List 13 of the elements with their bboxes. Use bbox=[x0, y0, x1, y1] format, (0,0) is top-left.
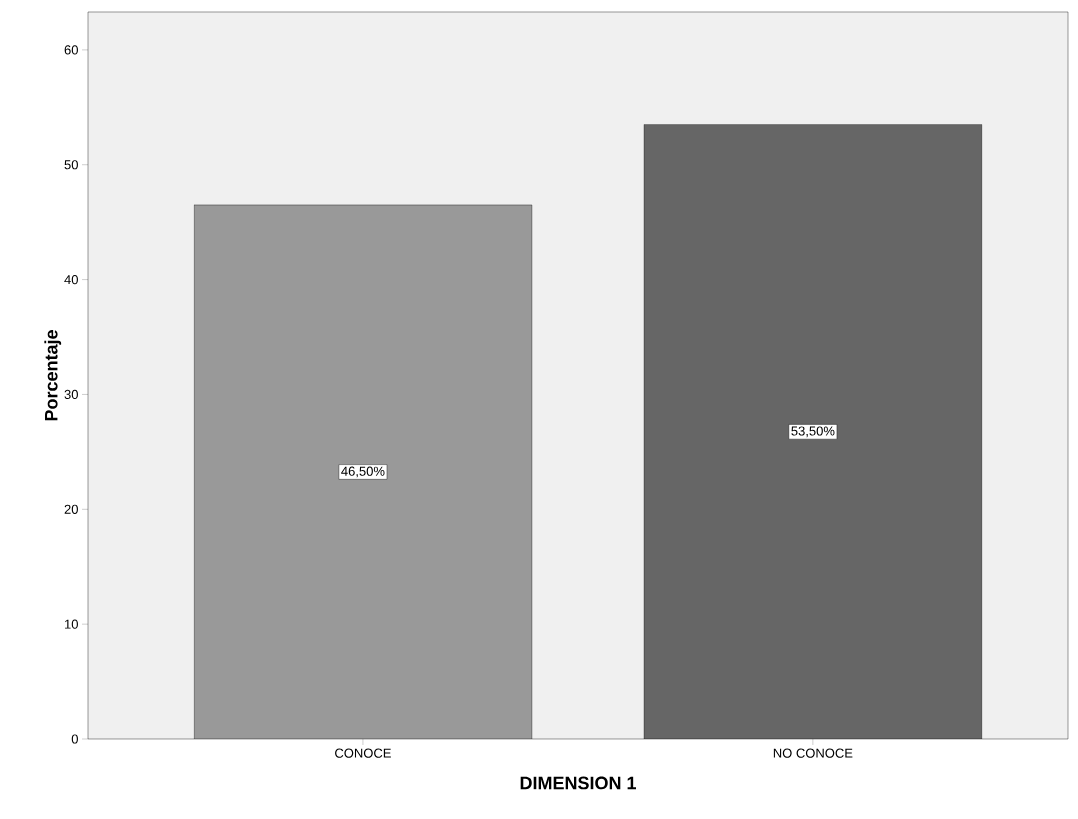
y-tick-label: 60 bbox=[64, 45, 78, 55]
y-tick-label: 30 bbox=[64, 389, 78, 400]
y-axis-title: Porcentaje bbox=[44, 330, 62, 421]
y-tick-label: 0 bbox=[71, 734, 78, 744]
data-label: 53,50% bbox=[791, 426, 835, 438]
y-tick-label: 40 bbox=[64, 274, 78, 285]
x-tick-label: CONOCE bbox=[335, 748, 391, 758]
y-tick-label: 50 bbox=[64, 160, 78, 170]
y-tick-label: 10 bbox=[65, 619, 78, 629]
x-axis-title: DIMENSION 1 bbox=[520, 776, 637, 790]
data-label: 46,50% bbox=[341, 466, 385, 478]
y-tick-label: 20 bbox=[64, 504, 78, 514]
x-tick-label: NO CONOCE bbox=[773, 748, 853, 758]
